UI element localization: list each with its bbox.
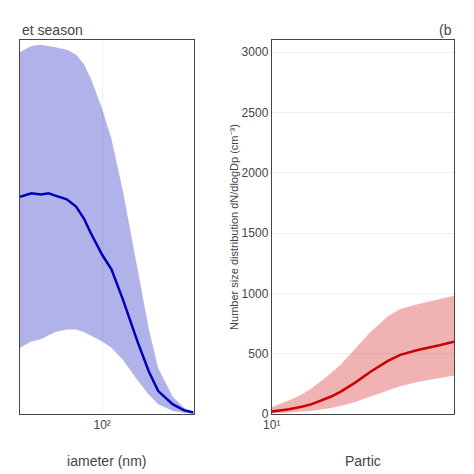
- svg-text:iameter (nm): iameter (nm): [67, 453, 146, 469]
- svg-text:2000: 2000: [242, 166, 269, 180]
- svg-text:Partic: Partic: [345, 453, 381, 469]
- svg-text:et season: et season: [22, 22, 83, 38]
- svg-text:10¹: 10¹: [263, 418, 280, 432]
- svg-text:3000: 3000: [242, 45, 269, 59]
- svg-text:10²: 10²: [93, 418, 110, 432]
- svg-text:(b: (b: [439, 22, 452, 38]
- svg-text:Number size distribution dN/dl: Number size distribution dN/dlogDp (cm⁻³…: [228, 124, 240, 330]
- svg-text:1000: 1000: [242, 287, 269, 301]
- svg-text:0: 0: [262, 407, 269, 421]
- svg-text:2500: 2500: [242, 106, 269, 120]
- svg-text:1500: 1500: [242, 226, 269, 240]
- svg-text:500: 500: [248, 347, 268, 361]
